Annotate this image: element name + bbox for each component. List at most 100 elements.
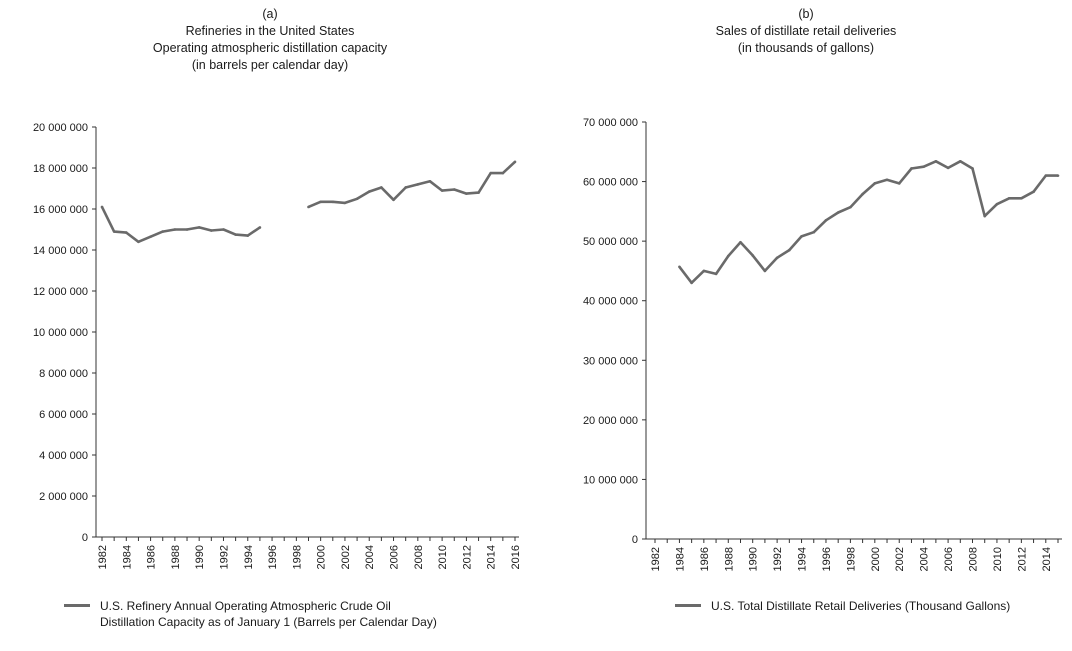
chart-a-series-line: [307, 160, 516, 209]
chart-a-data-point: [258, 226, 262, 229]
chart-a-x-tick-label: 2016: [510, 545, 522, 569]
chart-a-data-point: [197, 226, 201, 229]
chart-a-data-point: [465, 192, 468, 195]
chart-b-x-tick-label: 2000: [870, 547, 882, 571]
chart-b-data-point: [959, 160, 962, 163]
chart-a-x-tick-label: 1982: [97, 545, 109, 569]
chart-b-y-tick-label: 10 000 000: [583, 474, 638, 486]
chart-b-data-point: [946, 166, 950, 170]
chart-panel-b: (b) Sales of distillate retail deliverie…: [540, 0, 1072, 651]
chart-b-panel-label: (b): [798, 7, 814, 21]
chart-a-series-line: [100, 206, 261, 244]
chart-a-data-point: [210, 229, 213, 232]
chart-a-data-point: [112, 230, 116, 233]
chart-a-data-point: [137, 240, 140, 244]
chart-b-data-point: [1056, 174, 1060, 177]
chart-b-x-tick-label: 2014: [1041, 547, 1053, 571]
chart-a-data-point: [234, 233, 237, 236]
chart-b-series-line: [678, 160, 1058, 285]
chart-a-x-tick-label: 1986: [146, 545, 158, 569]
chart-a-y-tick-label: 10 000 000: [33, 327, 88, 339]
chart-a-data-point: [428, 180, 432, 183]
chart-b-data-point: [873, 182, 877, 185]
chart-a-y-tick-label: 16 000 000: [33, 204, 88, 216]
chart-a-x-tick-label: 1990: [194, 545, 206, 569]
chart-b-y-tick-label: 0: [632, 534, 638, 546]
chart-b-y-tick-label: 40 000 000: [583, 296, 638, 308]
chart-panel-a: (a) Refineries in the United States Oper…: [0, 6, 540, 630]
chart-b-x-tick-label: 2012: [1016, 547, 1028, 571]
chart-b-data-point: [971, 167, 974, 170]
chart-a-x-tick-label: 2008: [413, 545, 425, 569]
chart-b-data-point: [861, 192, 864, 196]
chart-b-x-tick-label: 1982: [650, 547, 662, 571]
chart-a-data-point: [355, 197, 359, 201]
chart-a-data-point: [246, 234, 250, 237]
chart-b-data-point: [849, 205, 852, 209]
chart-a-x-tick-label: 2012: [461, 545, 473, 569]
chart-b-x-tick-label: 1992: [772, 547, 784, 571]
chart-a-y-tick-label: 14 000 000: [33, 245, 88, 257]
chart-b-x-tick-label: 1994: [797, 547, 809, 571]
chart-b-data-point: [800, 235, 803, 238]
chart-b-title-line-2: (in thousands of gallons): [737, 41, 875, 55]
chart-a-panel-label: (a): [262, 7, 278, 21]
chart-a-y-tick-label: 0: [82, 532, 88, 544]
chart-a-x-tick-label: 2004: [364, 545, 376, 569]
chart-b-x-tick-label: 2010: [992, 547, 1004, 571]
chart-a-data-point: [319, 200, 322, 204]
chart-b-x-tick-label: 2002: [894, 547, 906, 571]
chart-b-data-point: [1032, 190, 1035, 193]
chart-a-x-tick-label: 1998: [291, 545, 303, 569]
chart-a-title-line-1: Refineries in the United States: [185, 24, 355, 38]
chart-a-legend: U.S. Refinery Annual Operating Atmospher…: [64, 598, 437, 630]
chart-b-x-tick-label: 1984: [674, 547, 686, 571]
chart-a-y-tick-label: 12 000 000: [33, 286, 88, 298]
chart-a-data-point: [161, 230, 165, 233]
chart-b-data-point: [934, 160, 938, 163]
chart-a-data-point: [124, 231, 128, 234]
chart-a-y-tick-label: 6 000 000: [39, 409, 88, 421]
chart-a-y-tick-label: 20 000 000: [33, 122, 88, 134]
chart-b-data-point: [788, 248, 791, 252]
chart-a-x-tick-label: 2000: [316, 545, 328, 569]
chart-a-x-tick-label: 1988: [170, 545, 182, 569]
chart-a-data-point: [331, 200, 335, 204]
chart-b-data-point: [995, 202, 999, 206]
chart-b-data-point: [702, 269, 706, 273]
chart-b-data-point: [739, 241, 742, 244]
chart-b-data-point: [824, 218, 828, 222]
chart-a-title: (a) Refineries in the United States Oper…: [0, 6, 540, 74]
chart-b-data-point: [836, 211, 840, 214]
chart-b-data-point: [1044, 174, 1048, 177]
chart-b-data-point: [775, 256, 779, 260]
chart-a-data-point: [307, 205, 310, 209]
chart-a-data-point: [173, 228, 177, 231]
chart-b-x-tick-label: 2006: [943, 547, 955, 571]
chart-b-x-tick-label: 1998: [845, 547, 857, 571]
chart-a-data-point: [452, 188, 456, 191]
chart-b-data-point: [751, 254, 754, 257]
chart-a-title-line-3: (in barrels per calendar day): [191, 58, 349, 72]
chart-b-x-tick-label: 1990: [748, 547, 760, 571]
chart-a-data-point: [404, 186, 407, 189]
chart-b-title: (b) Sales of distillate retail deliverie…: [540, 6, 1072, 57]
chart-b-plot: 0 10 000 000 20 000 000 30 000 000 40 000 00…: [583, 117, 1062, 571]
chart-a-legend-line-2: Distillation Capacity as of January 1 (B…: [100, 615, 437, 629]
chart-b-data-point: [897, 182, 901, 185]
chart-a-x-tick-label: 1992: [218, 545, 230, 569]
chart-a-y-tick-label: 2 000 000: [39, 491, 88, 503]
chart-a-data-point: [477, 191, 480, 194]
chart-a-x-tick-label: 1994: [243, 545, 255, 569]
chart-b-data-point: [983, 214, 987, 218]
chart-b-legend-swatch: [675, 604, 701, 607]
chart-b-data-point: [726, 254, 730, 258]
chart-a-title-line-2: Operating atmospheric distillation capac…: [152, 41, 388, 55]
chart-b-y-tick-label: 70 000 000: [583, 117, 638, 129]
chart-b-data-point: [910, 167, 913, 170]
chart-b-y-tick-label: 60 000 000: [583, 177, 638, 189]
chart-a-x-tick-label: 1984: [121, 545, 133, 569]
chart-a-x-tick-label: 2014: [486, 545, 498, 569]
chart-a-x-tick-label: 1996: [267, 545, 279, 569]
chart-a-data-point: [222, 228, 225, 231]
